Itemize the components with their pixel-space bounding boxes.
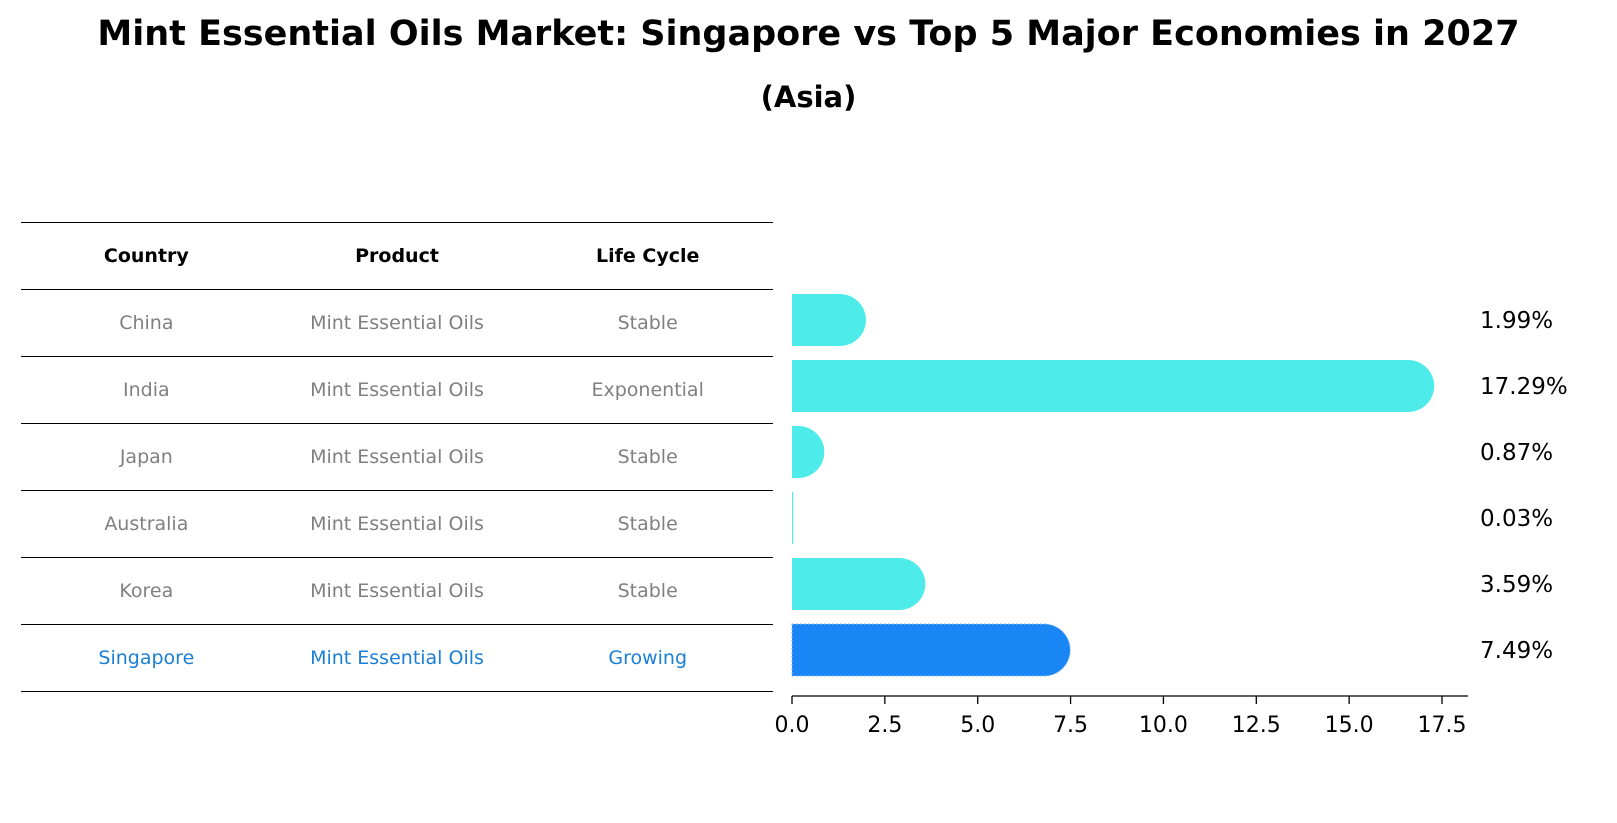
bar-korea (792, 558, 926, 610)
x-tick-label: 7.5 (1053, 713, 1088, 738)
cell-country: Korea (119, 580, 174, 602)
header-product: Product (355, 245, 439, 267)
bar-australia (792, 492, 794, 544)
bar-china (792, 294, 866, 346)
cell-country: Japan (119, 446, 173, 468)
header-life-cycle: Life Cycle (595, 245, 700, 267)
bar-japan (792, 426, 825, 478)
x-tick-label: 12.5 (1232, 713, 1281, 738)
x-tick-label: 10.0 (1139, 713, 1188, 738)
table-row-india: India Mint Essential Oils Exponential (21, 356, 773, 423)
data-table: Country Product Life Cycle China Mint Es… (21, 222, 773, 692)
cell-country: Australia (104, 513, 189, 535)
cell-country: India (123, 379, 170, 401)
x-tick-label: 5.0 (960, 713, 995, 738)
value-label-australia: 0.03% (1480, 506, 1553, 532)
cell-product: Mint Essential Oils (310, 312, 484, 334)
value-label-india: 17.29% (1480, 374, 1568, 400)
cell-product: Mint Essential Oils (310, 379, 484, 401)
x-tick-label: 17.5 (1418, 713, 1467, 738)
table-header-row: Country Product Life Cycle (21, 222, 773, 289)
bar-singapore (791, 623, 1071, 677)
table-row-australia: Australia Mint Essential Oils Stable (21, 490, 773, 557)
x-tick-label: 2.5 (867, 713, 902, 738)
table-row-japan: Japan Mint Essential Oils Stable (21, 423, 773, 490)
cell-life-cycle: Stable (617, 312, 678, 334)
cell-life-cycle: Stable (617, 580, 678, 602)
cell-product: Mint Essential Oils (310, 513, 484, 535)
header-country: Country (103, 245, 189, 267)
cell-life-cycle: Stable (617, 446, 678, 468)
table-row-korea: Korea Mint Essential Oils Stable (21, 557, 773, 624)
table-row-china: China Mint Essential Oils Stable (21, 289, 773, 356)
table-row-singapore: Singapore Mint Essential Oils Growing (21, 624, 773, 692)
cell-country: Singapore (98, 647, 195, 669)
cell-product: Mint Essential Oils (310, 580, 484, 602)
chart-title: Mint Essential Oils Market: Singapore vs… (97, 14, 1520, 54)
cell-country: China (119, 312, 174, 334)
chart-subtitle: (Asia) (760, 80, 857, 114)
x-tick-label: 15.0 (1325, 713, 1374, 738)
cell-product: Mint Essential Oils (310, 446, 484, 468)
bar-india (792, 360, 1435, 412)
cell-product: Mint Essential Oils (310, 647, 484, 669)
cell-life-cycle: Exponential (591, 379, 704, 401)
x-tick-label: 0.0 (775, 713, 810, 738)
value-label-korea: 3.59% (1480, 572, 1553, 598)
value-label-japan: 0.87% (1480, 440, 1553, 466)
value-label-singapore: 7.49% (1480, 638, 1553, 664)
cell-life-cycle: Growing (608, 647, 688, 669)
cell-life-cycle: Stable (617, 513, 678, 535)
value-label-china: 1.99% (1480, 308, 1553, 334)
